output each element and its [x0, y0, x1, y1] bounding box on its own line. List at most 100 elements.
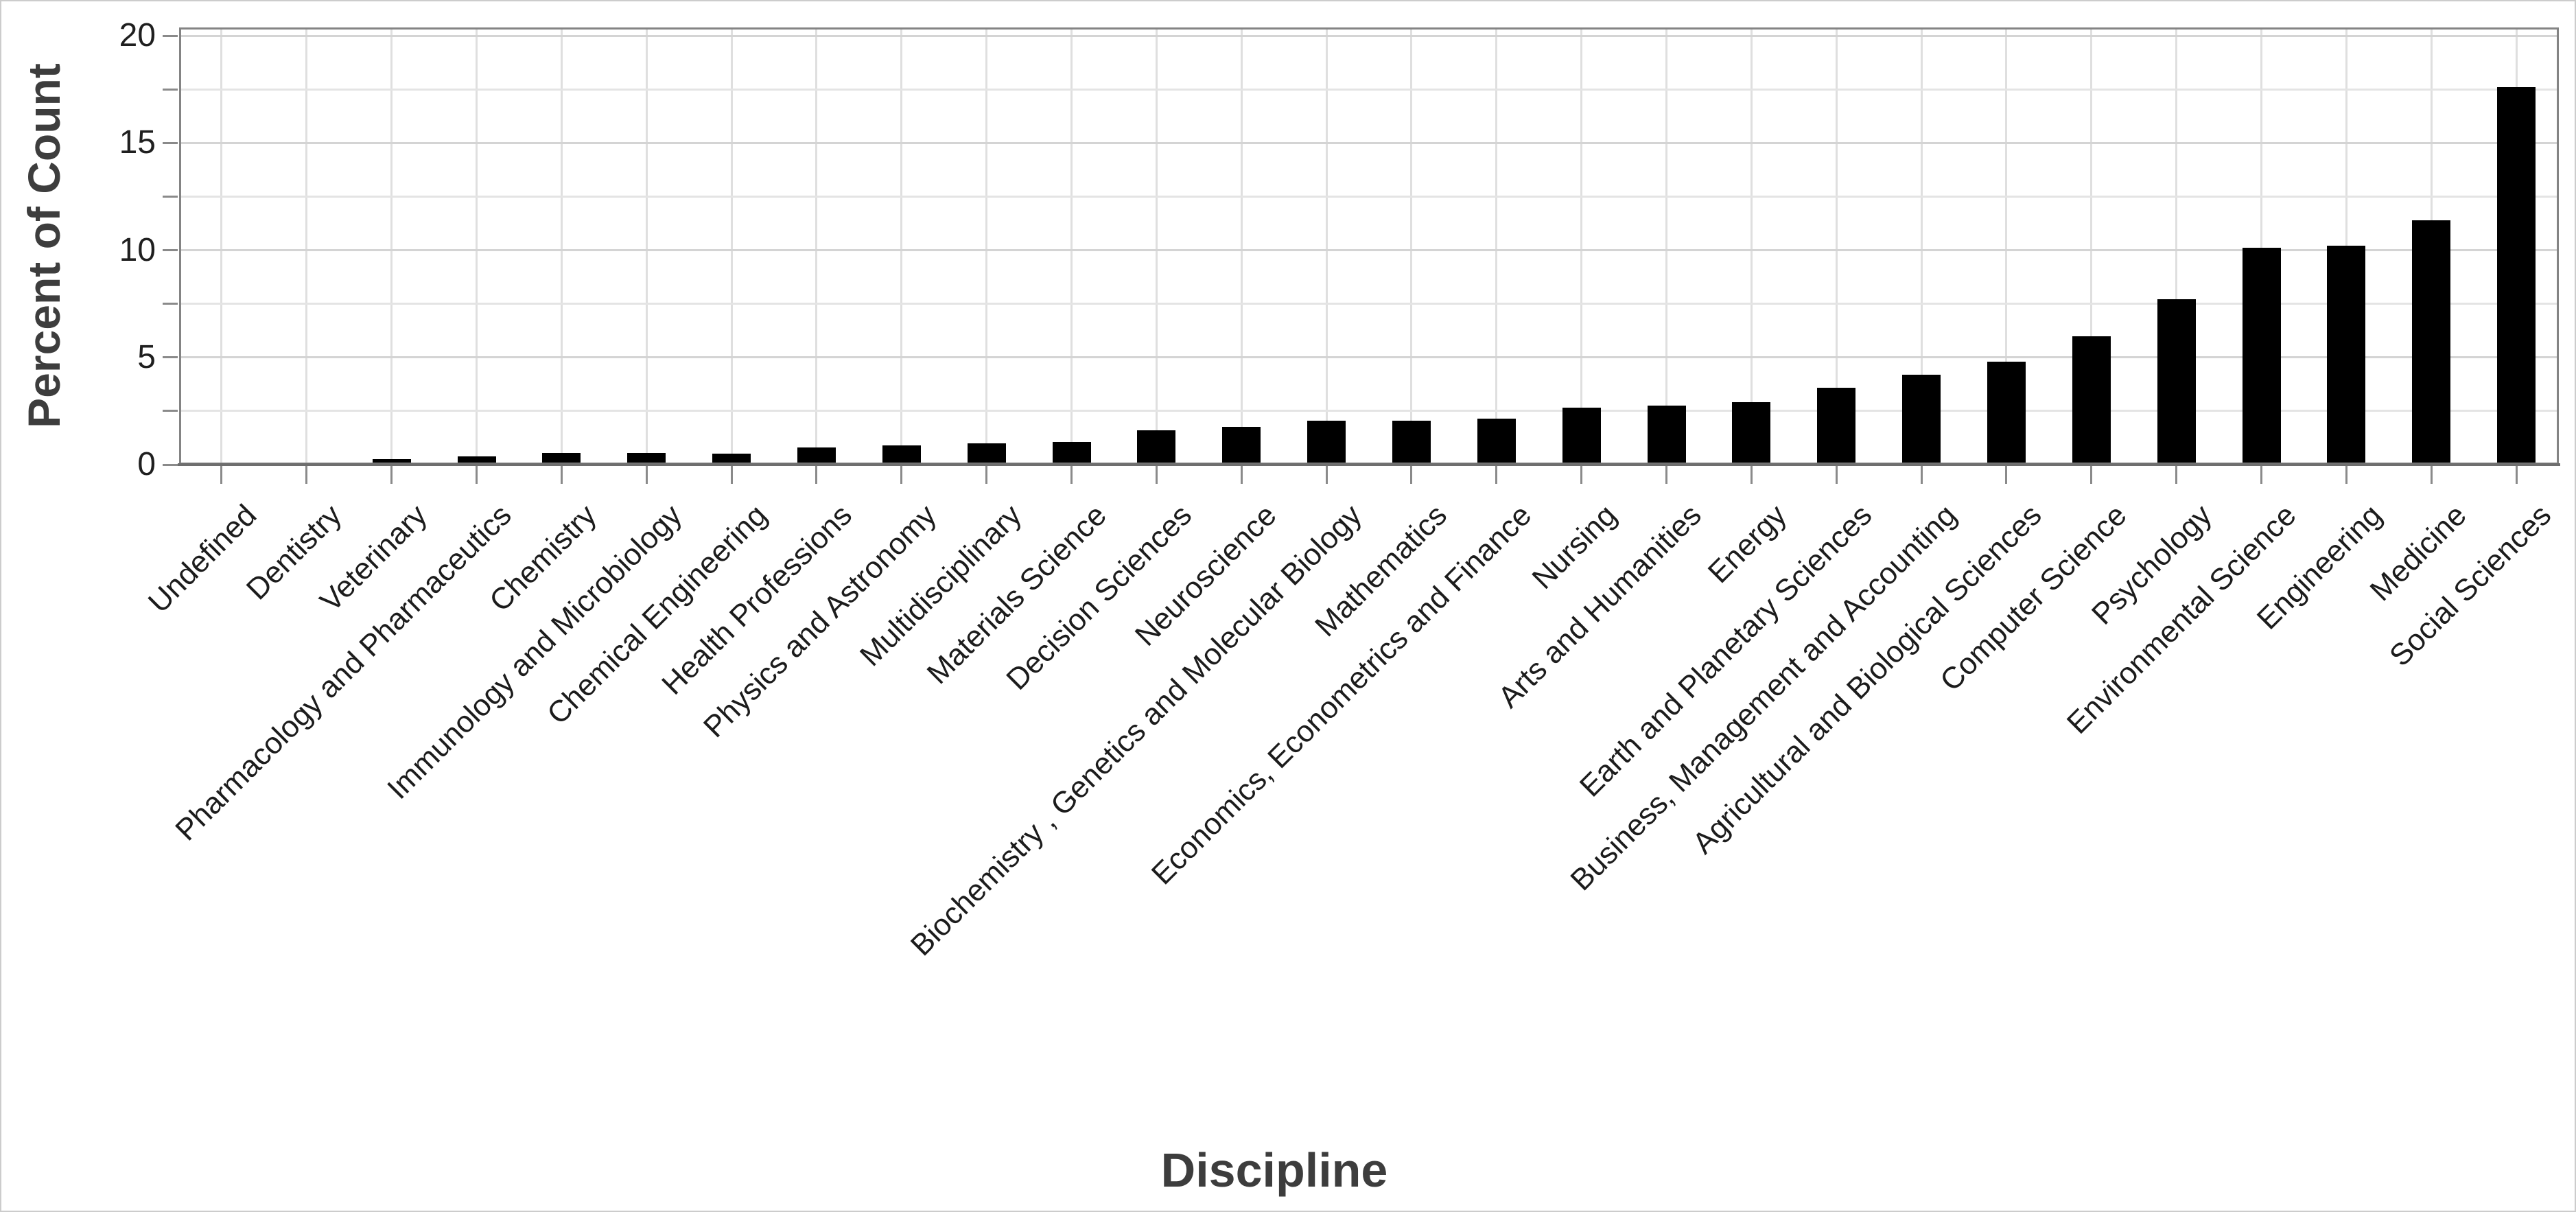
x-axis-title: Discipline	[1160, 1143, 1388, 1197]
gridline-vertical	[220, 27, 223, 465]
gridline-vertical	[390, 27, 393, 465]
x-tick	[1070, 466, 1073, 484]
x-tick	[305, 466, 308, 484]
bar-materials-science	[1052, 442, 1091, 465]
x-tick	[1920, 466, 1923, 484]
gridline-vertical	[305, 27, 308, 465]
x-tick	[476, 466, 478, 484]
gridline-vertical	[1665, 27, 1667, 465]
y-tick	[163, 88, 178, 91]
x-axis-line	[178, 463, 2560, 466]
x-tick	[1750, 466, 1753, 484]
gridline-horizontal-major	[179, 141, 2559, 144]
gridline-vertical	[1750, 27, 1753, 465]
bar-economics-econometrics-and-finance	[1477, 418, 1516, 465]
bar-mathematics	[1392, 420, 1431, 465]
gridline-vertical	[1155, 27, 1158, 465]
gridline-horizontal-minor	[179, 303, 2559, 305]
gridline-vertical	[1835, 27, 1838, 465]
x-tick	[2430, 466, 2433, 484]
bar-biochemistry-genetics-and-molecular-biology	[1307, 420, 1346, 465]
bar-nursing	[1562, 408, 1601, 465]
gridline-vertical	[2005, 27, 2008, 465]
gridline-horizontal-minor	[179, 88, 2559, 91]
x-tick	[2090, 466, 2093, 484]
bar-immunology-and-microbiology	[627, 452, 666, 465]
gridline-vertical	[560, 27, 563, 465]
bar-decision-sciences	[1137, 430, 1176, 465]
gridline-vertical	[1325, 27, 1328, 465]
x-tick	[390, 466, 393, 484]
gridline-vertical	[2175, 27, 2178, 465]
x-tick	[1410, 466, 1413, 484]
gridline-vertical	[1580, 27, 1583, 465]
gridline-vertical	[2260, 27, 2262, 465]
bar-medicine	[2412, 220, 2451, 465]
y-tick	[163, 303, 178, 305]
bar-multidisciplinary	[967, 443, 1006, 465]
y-tick	[163, 34, 178, 37]
bar-business-management-and-accounting	[1902, 374, 1941, 465]
y-tick	[163, 356, 178, 359]
gridline-horizontal-major	[179, 34, 2559, 37]
y-tick	[163, 249, 178, 251]
x-tick	[900, 466, 903, 484]
bar-chemistry	[542, 452, 581, 465]
x-tick	[1665, 466, 1667, 484]
x-tick-label-undefined: Undefined	[142, 498, 264, 620]
x-tick	[645, 466, 648, 484]
gridline-vertical	[730, 27, 733, 465]
x-tick	[560, 466, 563, 484]
gridline-vertical	[1070, 27, 1073, 465]
x-tick	[2260, 466, 2262, 484]
gridline-horizontal-major	[179, 249, 2559, 251]
bar-health-professions	[797, 447, 836, 465]
x-tick	[2175, 466, 2178, 484]
x-tick	[1835, 466, 1838, 484]
bar-social-sciences	[2497, 87, 2536, 465]
gridline-vertical	[1495, 27, 1498, 465]
y-tick-label: 5	[137, 338, 156, 375]
bar-energy	[1732, 402, 1771, 465]
bar-physics-and-astronomy	[882, 445, 921, 465]
bar-arts-and-humanities	[1647, 406, 1686, 465]
gridline-vertical	[1410, 27, 1413, 465]
x-tick	[1325, 466, 1328, 484]
x-tick	[2515, 466, 2518, 484]
bar-veterinary	[372, 459, 411, 465]
y-tick	[163, 410, 178, 412]
bar-environmental-science	[2242, 248, 2281, 465]
gridline-vertical	[1920, 27, 1923, 465]
gridline-vertical	[815, 27, 818, 465]
y-tick-label: 10	[119, 231, 156, 268]
gridline-vertical	[645, 27, 648, 465]
bar-pharmacology-and-pharmaceutics	[457, 456, 496, 465]
x-tick	[1240, 466, 1243, 484]
x-tick	[1580, 466, 1583, 484]
gridline-vertical	[985, 27, 988, 465]
bar-agricultural-and-biological-sciences	[1987, 362, 2026, 465]
bar-neuroscience	[1222, 427, 1261, 465]
y-tick-label: 15	[119, 124, 156, 161]
y-tick-label: 20	[119, 17, 156, 54]
y-tick	[163, 141, 178, 144]
bar-engineering	[2327, 246, 2366, 465]
y-tick	[163, 195, 178, 198]
x-tick	[1155, 466, 1158, 484]
gridline-vertical	[1240, 27, 1243, 465]
y-tick	[163, 463, 178, 466]
gridline-vertical	[900, 27, 903, 465]
x-tick	[985, 466, 988, 484]
gridline-horizontal-major	[179, 356, 2559, 359]
plot-panel-border	[179, 27, 2559, 465]
gridline-vertical	[476, 27, 478, 465]
bar-computer-science	[2072, 336, 2111, 465]
x-tick	[815, 466, 818, 484]
bar-chemical-engineering	[712, 454, 751, 465]
x-tick	[2345, 466, 2347, 484]
gridline-vertical	[2090, 27, 2093, 465]
x-tick	[220, 466, 223, 484]
x-tick	[1495, 466, 1498, 484]
bar-earth-and-planetary-sciences	[1817, 387, 1856, 465]
